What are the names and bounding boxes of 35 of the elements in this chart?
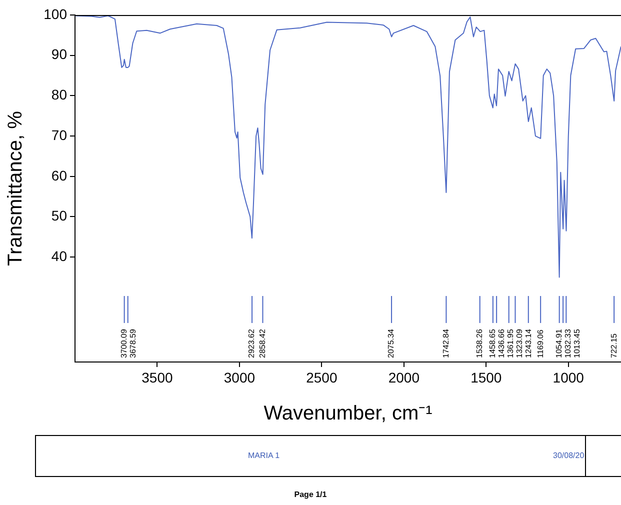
ref-line-label: 2075.34 bbox=[386, 328, 396, 358]
x-tick-label: 3000 bbox=[224, 369, 256, 386]
y-tick-label: 90 bbox=[51, 46, 68, 62]
x-axis-title: Wavenumber, cm⁻¹ bbox=[264, 402, 433, 425]
text: Page 1/1 bbox=[293, 490, 328, 499]
ref-line-label: 1243.14 bbox=[524, 328, 534, 358]
ref-line-label: 1013.45 bbox=[572, 328, 582, 358]
ref-line-label: 1054.91 bbox=[554, 328, 564, 358]
text: 30/08/20 bbox=[553, 451, 584, 460]
ref-line-label: 1742.84 bbox=[441, 328, 450, 358]
ref-line-label: 3700.09 bbox=[120, 328, 129, 358]
ref-line-label: 1169.06 bbox=[536, 329, 545, 358]
ref-line-label: 2923.62 bbox=[247, 328, 256, 358]
ref-line-label: 722.15 bbox=[609, 332, 618, 358]
y-tick-label: 80 bbox=[51, 86, 68, 103]
x-tick-label: 1500 bbox=[470, 369, 502, 386]
y-tick-label: 100 bbox=[44, 6, 68, 22]
ref-line-label: 1538.26 bbox=[475, 328, 484, 358]
y-tick-label: 50 bbox=[51, 208, 68, 224]
ref-line-label: 2858.42 bbox=[258, 328, 267, 358]
x-tick-label: 3500 bbox=[142, 369, 174, 386]
ref-line-label: 1361.95 bbox=[506, 328, 516, 358]
y-tick-label: 70 bbox=[51, 126, 68, 143]
ref-line-label: 3678.59 bbox=[128, 328, 138, 358]
ref-line-label: 1032.33 bbox=[564, 328, 573, 358]
y-axis-title: Transmittance, % bbox=[4, 110, 27, 266]
y-tick-label: 40 bbox=[51, 248, 68, 264]
x-tick-label: 1000 bbox=[552, 369, 584, 386]
x-tick-label: 2500 bbox=[306, 369, 338, 386]
text: MARIA 1 bbox=[248, 451, 280, 460]
ref-line-label: 1436.66 bbox=[497, 328, 506, 358]
x-tick-label: 2000 bbox=[388, 369, 420, 386]
ref-line-label: 1323.09 bbox=[515, 328, 524, 358]
y-tick-label: 60 bbox=[51, 167, 68, 184]
ref-line-label: 1458.65 bbox=[488, 328, 498, 358]
